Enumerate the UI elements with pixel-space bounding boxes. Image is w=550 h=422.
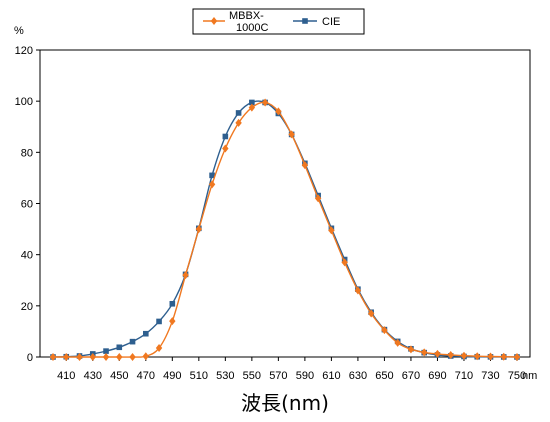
y-tick-label: 20 bbox=[21, 301, 33, 313]
data-point-mbbx-1000c bbox=[500, 352, 507, 361]
x-tick-label: 530 bbox=[216, 370, 234, 382]
data-point-mbbx-1000c bbox=[381, 326, 388, 335]
data-point-mbbx-1000c bbox=[208, 180, 216, 189]
legend-label-cie: CIE bbox=[322, 16, 340, 28]
data-point-mbbx-1000c bbox=[421, 348, 428, 357]
data-point-mbbx-1000c bbox=[288, 130, 295, 139]
data-point-cie bbox=[116, 344, 123, 351]
data-point-mbbx-1000c bbox=[169, 317, 176, 326]
data-point-mbbx-1000c bbox=[222, 144, 229, 153]
x-axis-title: 波長(nm) bbox=[241, 391, 329, 415]
x-tick-label: 490 bbox=[163, 370, 181, 382]
data-point-mbbx-1000c bbox=[129, 353, 136, 361]
data-point-mbbx-1000c bbox=[407, 345, 415, 354]
plot-area bbox=[39, 49, 531, 358]
data-point-mbbx-1000c bbox=[275, 107, 282, 116]
data-point-mbbx-1000c bbox=[460, 351, 468, 360]
data-point-mbbx-1000c bbox=[142, 352, 149, 361]
x-tick-label: 610 bbox=[322, 370, 340, 382]
data-point-cie bbox=[129, 338, 136, 345]
data-point-mbbx-1000c bbox=[314, 194, 322, 203]
series-mbbx-1000c bbox=[49, 98, 521, 361]
data-point-cie bbox=[103, 348, 109, 354]
data-point-mbbx-1000c bbox=[513, 353, 521, 361]
x-tick-label: 510 bbox=[190, 370, 208, 382]
x-axis: 410 430 450 470 490 510 530 550 570 590 610 630 650 6… bbox=[57, 357, 526, 382]
legend: MBBX-1000C CIE bbox=[192, 8, 365, 35]
data-point-mbbx-1000c bbox=[49, 353, 57, 361]
x-tick-label: 410 bbox=[57, 370, 75, 382]
x-tick-label: 430 bbox=[84, 370, 102, 382]
data-point-mbbx-1000c bbox=[182, 271, 189, 280]
y-axis: 0 20 40 60 80 100 120 bbox=[15, 45, 40, 364]
data-point-mbbx-1000c bbox=[301, 161, 309, 170]
data-point-mbbx-1000c bbox=[434, 349, 441, 358]
y-tick-label: 80 bbox=[21, 147, 33, 159]
y-tick-label: 40 bbox=[21, 250, 33, 262]
x-tick-label: 630 bbox=[349, 370, 367, 382]
legend-label-mbbx-1000c-line1: MBBX- bbox=[229, 10, 264, 22]
data-point-mbbx-1000c bbox=[89, 353, 96, 361]
data-point-mbbx-1000c bbox=[195, 225, 203, 234]
x-tick-label: 650 bbox=[375, 370, 393, 382]
x-tick-label: 470 bbox=[137, 370, 155, 382]
data-point-cie bbox=[169, 300, 176, 307]
data-point-cie bbox=[222, 133, 229, 140]
x-tick-label: 750 bbox=[508, 370, 526, 382]
legend-label-mbbx-1000c-line2: 1000C bbox=[236, 22, 268, 34]
data-point-cie bbox=[235, 110, 242, 116]
x-tick-label: 450 bbox=[110, 370, 128, 382]
data-point-mbbx-1000c bbox=[474, 352, 481, 361]
x-tick-label: 710 bbox=[455, 370, 473, 382]
x-tick-label: 590 bbox=[296, 370, 314, 382]
y-tick-label: 120 bbox=[15, 45, 33, 57]
data-point-cie bbox=[249, 99, 255, 106]
series-layer bbox=[49, 98, 521, 361]
x-tick-label: 550 bbox=[243, 370, 261, 382]
data-point-mbbx-1000c bbox=[328, 226, 335, 235]
data-point-mbbx-1000c bbox=[116, 353, 123, 361]
data-point-cie bbox=[143, 330, 149, 337]
y-tick-label: 60 bbox=[21, 199, 33, 211]
data-point-mbbx-1000c bbox=[248, 103, 256, 112]
data-point-mbbx-1000c bbox=[63, 353, 70, 361]
data-point-mbbx-1000c bbox=[235, 118, 242, 127]
legend-marker-cie bbox=[302, 18, 308, 24]
x-tick-label: 730 bbox=[481, 370, 499, 382]
y-axis-unit-label: % bbox=[14, 25, 24, 37]
data-point-mbbx-1000c bbox=[447, 350, 454, 359]
y-tick-label: 0 bbox=[27, 352, 33, 364]
x-tick-label: 690 bbox=[428, 370, 446, 382]
x-tick-label: 670 bbox=[402, 370, 420, 382]
data-point-mbbx-1000c bbox=[261, 98, 269, 107]
data-point-mbbx-1000c bbox=[155, 344, 163, 353]
data-point-mbbx-1000c bbox=[354, 286, 362, 295]
data-point-mbbx-1000c bbox=[394, 338, 401, 347]
data-point-mbbx-1000c bbox=[76, 353, 83, 361]
x-tick-label: 570 bbox=[269, 370, 287, 382]
x-axis-unit-label: nm bbox=[522, 370, 537, 382]
data-point-cie bbox=[156, 318, 162, 325]
data-point-mbbx-1000c bbox=[487, 352, 494, 361]
data-point-mbbx-1000c bbox=[367, 309, 375, 318]
data-point-cie bbox=[209, 172, 215, 179]
data-point-mbbx-1000c bbox=[341, 258, 348, 267]
legend-marker-mbbx-1000c bbox=[210, 17, 218, 25]
data-point-mbbx-1000c bbox=[102, 353, 110, 361]
y-tick-label: 100 bbox=[15, 96, 33, 108]
